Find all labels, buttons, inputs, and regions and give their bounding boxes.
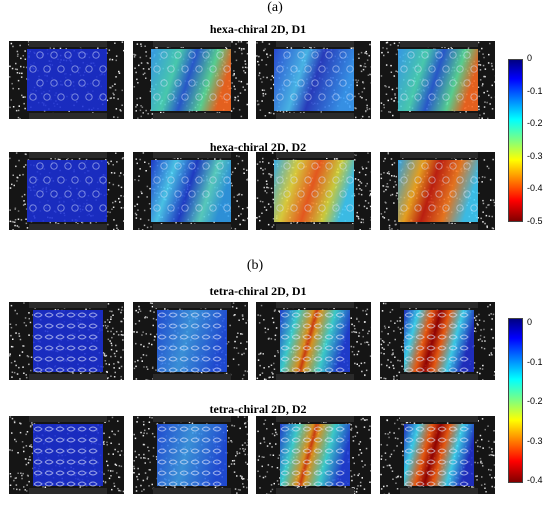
colorbar-a-tick: -0.2 xyxy=(527,118,543,129)
dic-frame-a-r1-c1 xyxy=(9,41,124,119)
dic-frame-b-r1-c2 xyxy=(133,302,248,380)
dic-frame-b-r2-c2 xyxy=(133,416,248,494)
colorbar-b xyxy=(508,318,523,483)
dic-frame-a-r2-c2 xyxy=(133,152,248,230)
row-title-tetra-d2: tetra-chiral 2D, D2 xyxy=(209,402,307,416)
dic-frame-b-r1-c4 xyxy=(380,302,495,380)
dic-frame-a-r1-c4 xyxy=(380,41,495,119)
panel-label-a: (a) xyxy=(267,0,283,15)
dic-frame-a-r1-c3 xyxy=(256,41,371,119)
dic-frame-b-r2-c3 xyxy=(256,416,371,494)
panel-label-b: (b) xyxy=(246,258,264,273)
dic-frame-a-r1-c2 xyxy=(133,41,248,119)
colorbar-b-tick: -0.4 xyxy=(527,475,543,485)
dic-frame-a-r2-c4 xyxy=(380,152,495,230)
colorbar-b-tick: -0.3 xyxy=(527,435,543,446)
colorbar-a-tick: -0.3 xyxy=(527,150,543,161)
colorbar-a-gradient xyxy=(508,59,523,222)
row-title-hexa-d1: hexa-chiral 2D, D1 xyxy=(209,22,307,36)
dic-frame-b-r2-c1 xyxy=(9,416,124,494)
colorbar-b-tick: 0 xyxy=(527,317,533,327)
colorbar-a xyxy=(508,59,523,222)
dic-frame-b-r1-c1 xyxy=(9,302,124,380)
row-title-hexa-d2: hexa-chiral 2D, D2 xyxy=(209,140,307,154)
colorbar-b-tick: -0.1 xyxy=(527,356,543,367)
colorbar-b-gradient xyxy=(508,318,523,483)
dic-frame-a-r2-c1 xyxy=(9,152,124,230)
dic-frame-b-r2-c4 xyxy=(380,416,495,494)
colorbar-a-tick: 0 xyxy=(527,53,533,63)
dic-frame-b-r1-c3 xyxy=(256,302,371,380)
colorbar-a-tick: -0.4 xyxy=(527,183,543,194)
colorbar-a-tick: -0.1 xyxy=(527,85,543,96)
colorbar-a-tick: -0.5 xyxy=(527,216,543,226)
colorbar-b-tick: -0.2 xyxy=(527,396,543,406)
row-title-tetra-d1: tetra-chiral 2D, D1 xyxy=(209,284,307,298)
dic-frame-a-r2-c3 xyxy=(256,152,371,230)
